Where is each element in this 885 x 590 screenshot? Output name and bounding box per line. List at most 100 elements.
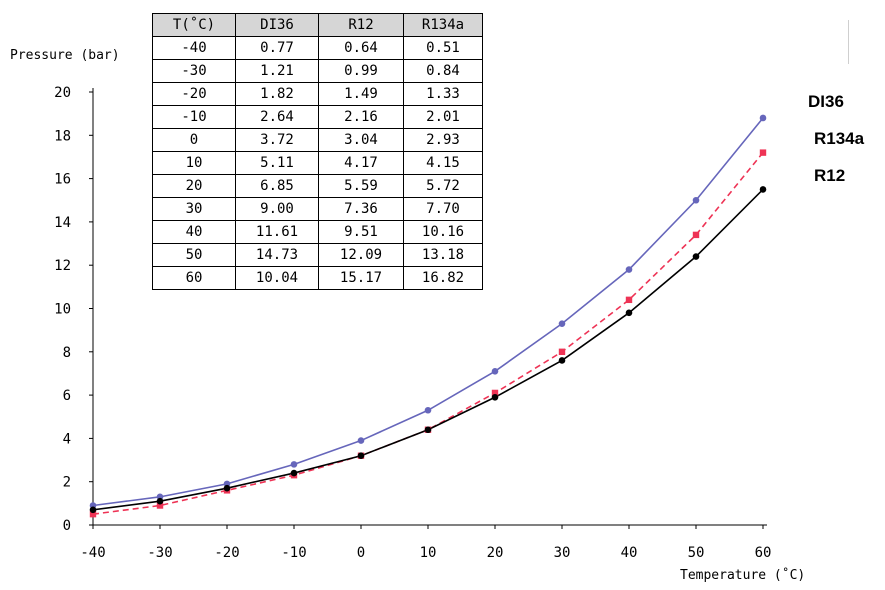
data-point	[625, 309, 633, 317]
table-row: -20 1.82 1.49 1.33	[152, 82, 483, 106]
data-point	[692, 196, 700, 204]
data-point	[491, 393, 499, 401]
table-cell: 50	[152, 243, 236, 267]
table-row: -30 1.21 0.99 0.84	[152, 59, 483, 83]
x-tick-label: 60	[755, 545, 772, 561]
legend-r12: R12	[814, 166, 846, 185]
table-cell: 5.59	[318, 174, 404, 198]
table-cell: 2.16	[318, 105, 404, 129]
table-cell: 2.64	[235, 105, 319, 129]
table-row: 30 9.00 7.36 7.70	[152, 197, 483, 221]
table-header-cell: R12	[318, 13, 404, 37]
table-header-cell: DI36	[235, 13, 319, 37]
y-tick-label: 6	[63, 388, 71, 404]
data-point	[625, 266, 633, 273]
data-point	[558, 357, 566, 364]
x-axis-label: Temperature (˚C)	[680, 568, 806, 583]
table-cell: 1.21	[235, 59, 319, 83]
x-tick-label: -30	[147, 545, 172, 561]
table-cell: 3.72	[235, 128, 319, 152]
table-cell: 0.99	[318, 59, 404, 83]
x-tick-label: -20	[214, 545, 239, 561]
y-tick-label: 0	[63, 518, 71, 534]
table-cell: 60	[152, 266, 236, 290]
table-header-row: T(˚C) DI36 R12 R134a	[152, 13, 483, 37]
table-cell: 5.72	[403, 174, 483, 198]
table-cell: -30	[152, 59, 236, 83]
data-point	[558, 348, 566, 355]
table-cell: 10	[152, 151, 236, 175]
y-tick-label: 20	[54, 85, 71, 101]
data-point	[692, 231, 700, 239]
table-cell: 30	[152, 197, 236, 221]
data-point	[357, 452, 365, 460]
data-point	[357, 437, 365, 444]
x-tick-label: 10	[420, 545, 437, 561]
table-cell: 10.04	[235, 266, 319, 290]
data-point	[759, 149, 767, 156]
table-cell: 5.11	[235, 151, 319, 175]
x-tick-label: 0	[357, 545, 365, 561]
table-cell: 14.73	[235, 243, 319, 267]
table-cell: -10	[152, 105, 236, 129]
table-cell: 0.77	[235, 36, 319, 60]
table-cell: 0.84	[403, 59, 483, 83]
table-header-cell: R134a	[403, 13, 483, 37]
table-cell: 13.18	[403, 243, 483, 267]
table-cell: 20	[152, 174, 236, 198]
x-tick-label: 20	[487, 545, 504, 561]
legend-r134a: R134a	[814, 129, 865, 148]
y-tick-label: 4	[63, 431, 71, 447]
table-cell: 12.09	[318, 243, 404, 267]
table-cell: 0.64	[318, 36, 404, 60]
table-row: -10 2.64 2.16 2.01	[152, 105, 483, 129]
table-row: -40 0.77 0.64 0.51	[152, 36, 483, 60]
data-point	[625, 296, 633, 304]
table-cell: 16.82	[403, 266, 483, 290]
table-cell: 1.49	[318, 82, 404, 106]
table-cell: 1.82	[235, 82, 319, 106]
y-tick-label: 18	[54, 128, 71, 144]
table-cell: 10.16	[403, 220, 483, 244]
table-cell: 3.04	[318, 128, 404, 152]
divider-line	[848, 20, 849, 64]
data-point	[290, 461, 298, 468]
data-point	[156, 502, 164, 509]
data-point	[558, 320, 566, 327]
data-point	[424, 406, 432, 414]
table-row: 60 10.04 15.17 16.82	[152, 266, 483, 290]
data-point	[491, 389, 499, 397]
x-tick-label: -40	[80, 545, 105, 561]
table-row: 0 3.72 3.04 2.93	[152, 128, 483, 152]
data-point	[759, 186, 767, 193]
table-cell: 11.61	[235, 220, 319, 244]
table-cell: 2.93	[403, 128, 483, 152]
table-cell: 15.17	[318, 266, 404, 290]
table-cell: 1.33	[403, 82, 483, 106]
table-cell: -40	[152, 36, 236, 60]
x-tick-label: 50	[688, 545, 705, 561]
data-point	[491, 367, 499, 375]
y-tick-label: 16	[54, 172, 71, 188]
x-tick-label: 40	[621, 545, 638, 561]
table-cell: 4.15	[403, 151, 483, 175]
data-point	[89, 510, 97, 518]
series-line-r134a	[92, 152, 764, 515]
table-row: 20 6.85 5.59 5.72	[152, 174, 483, 198]
table-cell: 9.51	[318, 220, 404, 244]
data-point	[156, 497, 164, 505]
table-cell: 40	[152, 220, 236, 244]
y-tick-label: 8	[63, 345, 71, 361]
y-tick-label: 14	[54, 215, 71, 231]
data-point	[424, 426, 432, 434]
table-row: 40 11.61 9.51 10.16	[152, 220, 483, 244]
x-tick-label: -10	[281, 545, 306, 561]
x-tick-label: 30	[554, 545, 571, 561]
table-cell: 0.51	[403, 36, 483, 60]
legend-di36: DI36	[808, 92, 844, 111]
data-point	[89, 506, 97, 514]
table-row: 10 5.11 4.17 4.15	[152, 151, 483, 175]
table-cell: 7.36	[318, 197, 404, 221]
data-point	[223, 484, 231, 492]
